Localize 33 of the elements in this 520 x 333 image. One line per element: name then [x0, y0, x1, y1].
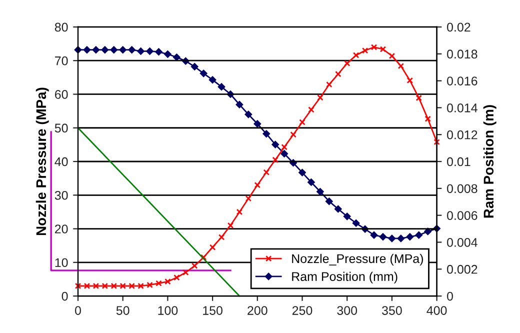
x-tick-label: 0	[75, 306, 81, 315]
y-tick-label: 60	[55, 90, 68, 99]
x-tick-label: 150	[203, 306, 222, 315]
y-tick-label: 30	[54, 190, 68, 200]
y2-tick-label: 0.006	[447, 211, 478, 220]
y-tick-label: 40	[54, 157, 68, 166]
y2-tick-label: 0.002	[447, 264, 478, 274]
y-tick-label: 70	[55, 56, 68, 66]
y-tick-label: 20	[55, 224, 68, 234]
y-tick-label: 50	[54, 124, 68, 133]
y2-tick-label: 0.004	[447, 238, 478, 247]
y2-tick-label: 0	[447, 292, 453, 301]
y-tick-label: 80	[54, 22, 68, 32]
y-axis-title: Nozzle Pressure (MPa)	[36, 88, 49, 236]
x-tick-label: 250	[292, 306, 312, 315]
y2-tick-label: 0.014	[447, 103, 478, 112]
y2-tick-label: 0.02	[447, 22, 470, 32]
x-tick-label: 300	[337, 306, 358, 315]
legend-label: Ram Position (mm)	[292, 272, 398, 284]
y2-tick-label: 0.008	[447, 184, 478, 194]
y-tick-label: 0	[62, 292, 68, 301]
x-tick-label: 100	[158, 306, 178, 315]
x-tick-label: 400	[426, 306, 447, 315]
y-tick-label: 10	[55, 258, 68, 268]
x-tick-label: 50	[116, 306, 130, 315]
legend-label: Nozzle_Pressure (MPa)	[292, 254, 423, 266]
x-tick-label: 200	[248, 306, 268, 315]
y2-tick-label: 0.012	[447, 130, 478, 140]
y2-axis-title: Ram Position (m)	[483, 105, 496, 218]
y2-tick-label: 0.01	[447, 157, 470, 166]
y2-tick-label: 0.016	[447, 76, 478, 86]
x-tick-label: 350	[382, 306, 402, 315]
y2-tick-label: 0.018	[447, 50, 478, 59]
